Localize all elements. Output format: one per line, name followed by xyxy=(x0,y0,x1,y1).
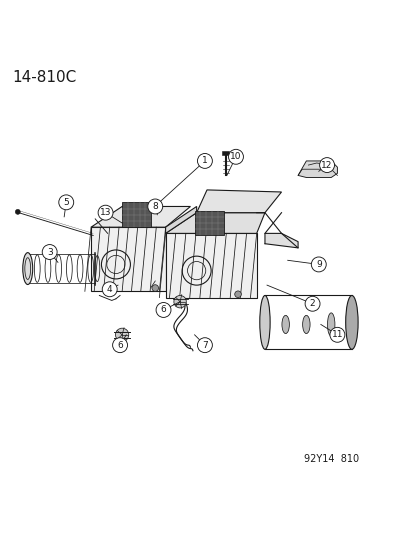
Polygon shape xyxy=(165,213,264,233)
Circle shape xyxy=(228,149,243,164)
Polygon shape xyxy=(264,233,297,248)
Text: 2: 2 xyxy=(309,299,315,308)
Ellipse shape xyxy=(345,295,357,349)
Text: 1: 1 xyxy=(202,156,207,165)
Circle shape xyxy=(42,245,57,260)
Circle shape xyxy=(59,195,74,210)
Text: 5: 5 xyxy=(63,198,69,207)
Circle shape xyxy=(15,209,20,214)
Circle shape xyxy=(234,291,241,297)
Bar xyxy=(91,227,165,292)
Bar xyxy=(222,151,228,155)
Ellipse shape xyxy=(281,316,289,334)
Circle shape xyxy=(156,303,171,318)
Circle shape xyxy=(112,338,127,353)
Ellipse shape xyxy=(302,316,309,334)
Polygon shape xyxy=(297,161,337,177)
Circle shape xyxy=(304,296,319,311)
Text: 9: 9 xyxy=(315,260,321,269)
Text: 4: 4 xyxy=(107,285,112,294)
Ellipse shape xyxy=(23,253,33,285)
Circle shape xyxy=(329,327,344,342)
Circle shape xyxy=(147,199,162,214)
Circle shape xyxy=(319,158,334,173)
Circle shape xyxy=(197,154,212,168)
Text: 11: 11 xyxy=(331,330,342,340)
Polygon shape xyxy=(91,206,190,227)
Text: 13: 13 xyxy=(100,208,111,217)
Text: 8: 8 xyxy=(152,202,158,211)
Circle shape xyxy=(152,285,158,292)
Text: 3: 3 xyxy=(47,247,52,256)
Circle shape xyxy=(98,205,113,220)
Bar xyxy=(122,203,151,227)
Ellipse shape xyxy=(327,313,334,336)
Text: 92Y14  810: 92Y14 810 xyxy=(303,455,358,464)
Ellipse shape xyxy=(259,295,270,349)
Circle shape xyxy=(173,295,186,308)
Circle shape xyxy=(115,328,128,342)
Text: 6: 6 xyxy=(160,305,166,314)
Text: 6: 6 xyxy=(117,341,123,350)
Text: 7: 7 xyxy=(202,341,207,350)
Polygon shape xyxy=(196,190,281,213)
Circle shape xyxy=(197,338,212,353)
Text: 12: 12 xyxy=(320,160,332,169)
Polygon shape xyxy=(165,206,196,233)
Bar xyxy=(165,233,256,297)
Text: 10: 10 xyxy=(230,152,241,161)
Circle shape xyxy=(102,282,117,297)
Bar xyxy=(194,211,223,236)
Text: 14-810C: 14-810C xyxy=(12,70,76,85)
Circle shape xyxy=(311,257,325,272)
